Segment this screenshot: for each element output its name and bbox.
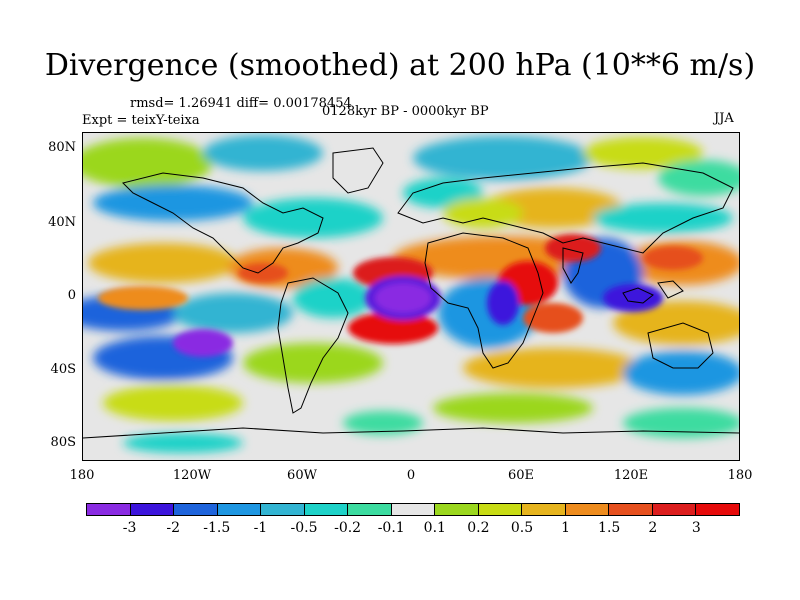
colorbar-segment bbox=[565, 504, 610, 515]
coastline-australia bbox=[647, 322, 714, 369]
colorbar-segment bbox=[652, 504, 697, 515]
coastline-maritime-continent bbox=[622, 287, 654, 304]
colorbar-segment bbox=[304, 504, 349, 515]
colorbar-segment bbox=[217, 504, 262, 515]
field-blob bbox=[243, 343, 383, 383]
field-blob bbox=[433, 393, 593, 423]
field-blob bbox=[203, 135, 323, 171]
colorbar-segment bbox=[478, 504, 523, 515]
lon-tick-label: 60E bbox=[507, 468, 535, 483]
field-core bbox=[487, 281, 519, 325]
field-blob bbox=[243, 198, 383, 238]
lat-tick-label: 40S bbox=[50, 362, 76, 377]
lon-tick-label: 180 bbox=[727, 468, 753, 483]
field-blob bbox=[613, 301, 739, 345]
coastline-antarctica bbox=[83, 427, 739, 439]
field-core bbox=[98, 286, 188, 310]
field-blob bbox=[623, 351, 739, 395]
coastlines bbox=[83, 147, 739, 439]
period-label: 0128kyr BP - 0000kyr BP bbox=[322, 104, 489, 119]
coastline-north-america bbox=[122, 172, 324, 274]
lon-tick-label: 60W bbox=[287, 468, 317, 483]
field-blob bbox=[293, 278, 373, 318]
field-blob bbox=[93, 185, 253, 221]
field-core bbox=[348, 312, 438, 344]
chart-title: Divergence (smoothed) at 200 hPa (10**6 … bbox=[44, 48, 756, 83]
lon-tick-label: 120W bbox=[172, 468, 212, 483]
field-blob bbox=[343, 411, 423, 435]
map-plot-area bbox=[82, 132, 740, 461]
field-core bbox=[603, 284, 663, 312]
colorbar-label: -0.5 bbox=[290, 520, 318, 536]
lat-tick-label: 0 bbox=[67, 288, 76, 303]
field-blob bbox=[583, 137, 703, 169]
field-blob bbox=[173, 293, 293, 333]
colorbar-label: 3 bbox=[691, 520, 701, 536]
lon-tick-label: 180 bbox=[69, 468, 95, 483]
colorbar bbox=[86, 503, 740, 516]
coastline-eurasia bbox=[397, 162, 734, 254]
field-blob bbox=[593, 203, 733, 233]
coastline-india bbox=[562, 247, 584, 284]
field-core bbox=[173, 329, 233, 357]
lat-tick-label: 80S bbox=[50, 435, 76, 450]
field-blob bbox=[623, 408, 739, 438]
colorbar-label: -1 bbox=[253, 520, 268, 536]
colorbar-label: 2 bbox=[648, 520, 658, 536]
colorbar-segment bbox=[435, 504, 479, 515]
colorbar-segment bbox=[348, 504, 392, 515]
colorbar-label: -0.2 bbox=[334, 520, 362, 536]
coastline-greenland bbox=[332, 147, 384, 194]
field-core bbox=[238, 263, 288, 283]
field-blob bbox=[123, 433, 243, 453]
coastline-maritime-continent bbox=[657, 280, 684, 299]
experiment-label: Expt = teixY-teixa bbox=[82, 113, 200, 128]
stats-text: rmsd= 1.26941 diff= 0.00178454 bbox=[130, 96, 352, 111]
colorbar-segment bbox=[261, 504, 305, 515]
coastline-south-america bbox=[277, 277, 349, 414]
coastline-africa bbox=[424, 232, 544, 369]
season-label: JJA bbox=[714, 111, 734, 126]
field-core bbox=[375, 283, 431, 313]
field-blob bbox=[463, 348, 643, 388]
colorbar-label: 1 bbox=[561, 520, 571, 536]
lon-tick-label: 0 bbox=[406, 468, 416, 483]
colorbar-segment bbox=[391, 504, 436, 515]
colorbar-segment bbox=[609, 504, 653, 515]
field-core bbox=[643, 246, 703, 270]
colorbar-segment bbox=[87, 504, 131, 515]
colorbar-segment bbox=[174, 504, 218, 515]
lat-tick-label: 80N bbox=[48, 140, 76, 155]
colorbar-label: 0.2 bbox=[467, 520, 490, 536]
colorbar-label: -2 bbox=[166, 520, 180, 536]
lon-tick-label: 120E bbox=[613, 468, 649, 483]
colorbar-label: 0.5 bbox=[510, 520, 534, 536]
colorbar-segment bbox=[130, 504, 175, 515]
colorbar-label: -1.5 bbox=[203, 520, 231, 536]
colorbar-segment bbox=[696, 504, 739, 515]
colorbar-label: -0.1 bbox=[377, 520, 405, 536]
field-blob bbox=[103, 385, 243, 421]
colorbar-segment bbox=[522, 504, 566, 515]
field-blob bbox=[443, 198, 523, 228]
field-blob bbox=[413, 136, 593, 180]
lat-tick-label: 40N bbox=[48, 215, 76, 230]
field-blob bbox=[88, 243, 238, 283]
colorbar-label: 0.1 bbox=[423, 520, 446, 536]
field-core bbox=[523, 303, 583, 333]
divergence-map bbox=[83, 133, 739, 460]
colorbar-label: 1.5 bbox=[598, 520, 621, 536]
colorbar-label: -3 bbox=[122, 520, 137, 536]
